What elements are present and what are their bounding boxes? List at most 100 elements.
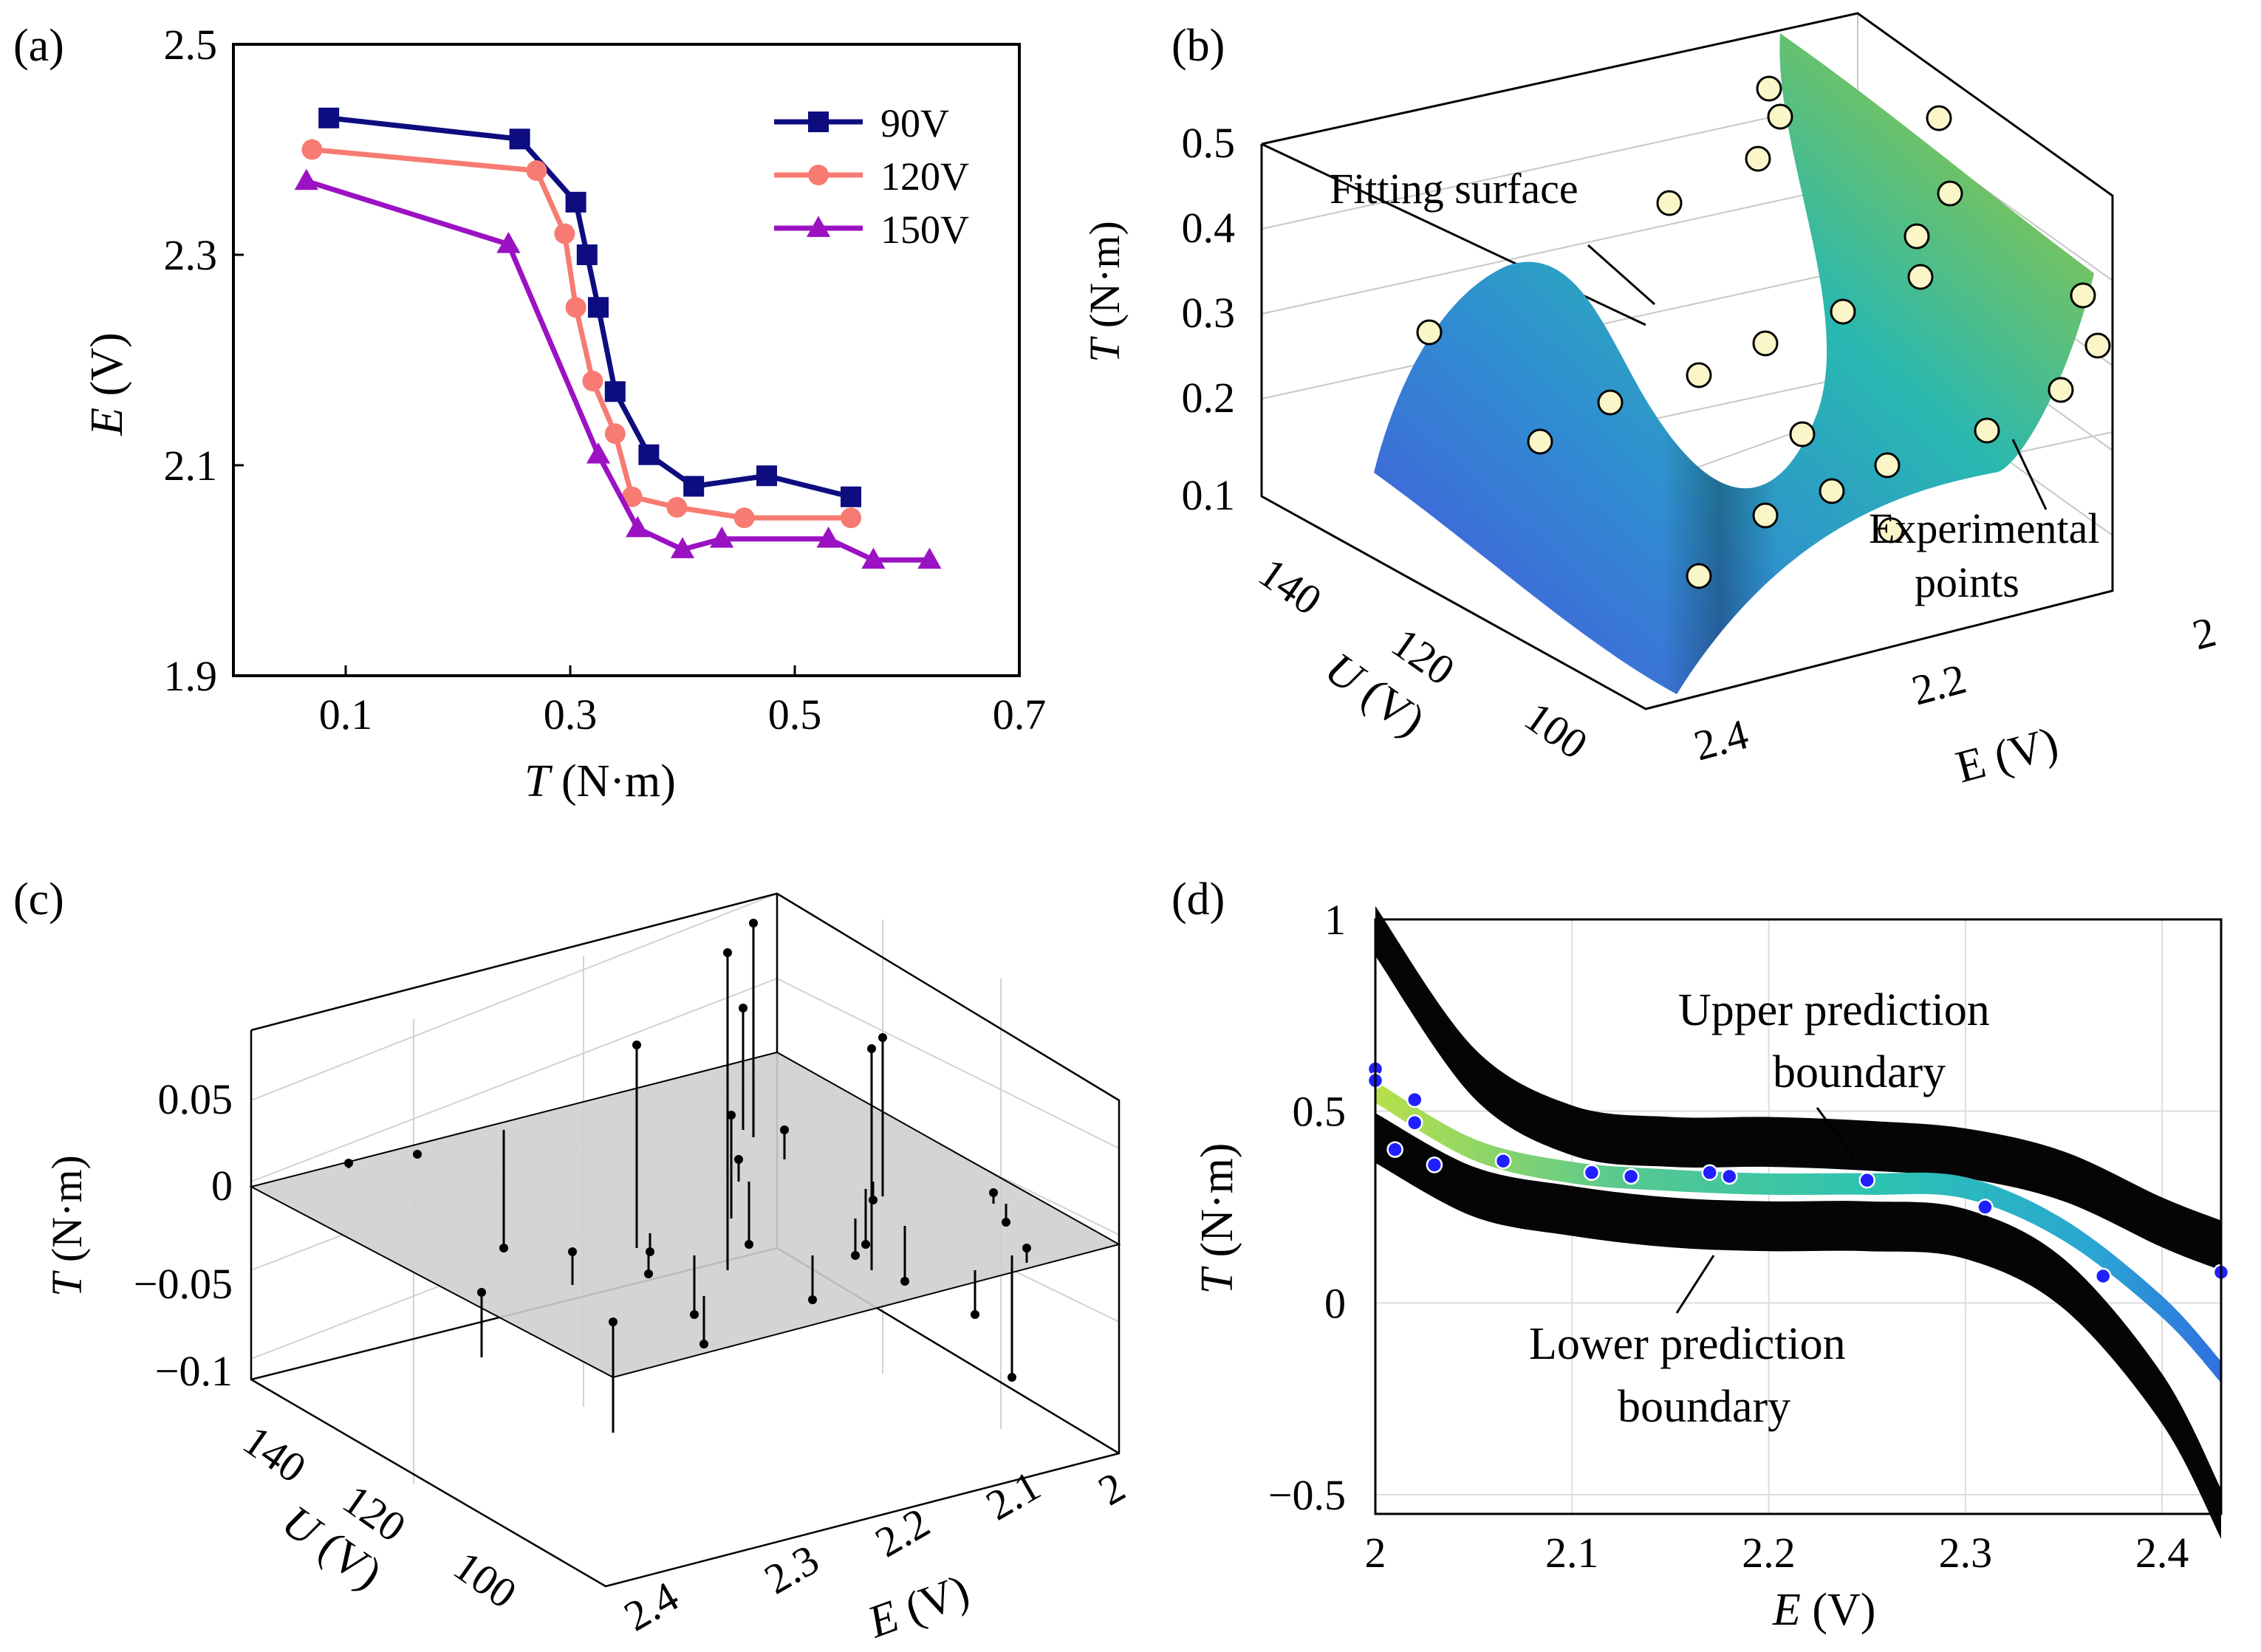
experimental-point — [1789, 421, 1816, 448]
panel-c-tag: (c) — [13, 874, 64, 925]
x-tick-label: 2.4 — [2135, 1529, 2189, 1577]
panel-c-t-tick: 0 — [211, 1162, 233, 1210]
experimental-point — [1527, 428, 1553, 455]
experimental-point — [1903, 223, 1930, 250]
data-point-150V — [816, 526, 841, 548]
panel-b-experimental-points — [1416, 75, 2111, 589]
y-tick-label: 2.1 — [164, 442, 218, 490]
residual-point — [749, 919, 758, 928]
residual-point — [499, 1244, 508, 1252]
panel-d-annotation-upper-boundary: boundary — [1773, 1047, 1946, 1097]
residual-point — [780, 1125, 789, 1134]
residual-point — [344, 1159, 353, 1168]
series-line-120V — [312, 147, 851, 521]
experimental-point — [2048, 377, 2074, 403]
panel-c-xlabel-unit: (V) — [888, 1566, 976, 1639]
observation-point — [1406, 1091, 1423, 1108]
y-tick-label: 1 — [1324, 896, 1346, 944]
experimental-point — [1874, 452, 1901, 479]
y-tick-label: 2.3 — [164, 231, 218, 279]
residual-point — [1008, 1373, 1016, 1382]
panel-b-e-tick: 2 — [2188, 607, 2221, 659]
experimental-point — [1686, 362, 1712, 388]
legend-label-120V: 120V — [880, 154, 969, 199]
panel-b-u-tick: 100 — [1516, 692, 1597, 768]
experimental-point — [2070, 282, 2096, 309]
panel-c-e-tick: 2 — [1090, 1462, 1133, 1515]
data-point-150V — [861, 547, 886, 569]
residual-point — [632, 1041, 641, 1049]
observation-point — [1583, 1164, 1601, 1182]
experimental-point — [1819, 478, 1845, 504]
experimental-point — [1752, 502, 1779, 529]
panel-c-zlabel: T (N·m) — [43, 1155, 91, 1297]
panel-c-e-tick: 2.1 — [978, 1461, 1048, 1530]
x-tick-label: 2.2 — [1742, 1529, 1796, 1577]
data-point-150V — [496, 231, 521, 253]
panel-b-t-tick: 0.3 — [1182, 289, 1236, 337]
residual-point — [900, 1277, 909, 1286]
x-tick-label: 0.3 — [544, 690, 598, 738]
panel-c-u-tick: 140 — [235, 1416, 315, 1492]
experimental-point — [1830, 298, 1856, 325]
data-point-90V — [565, 191, 586, 213]
panel-d-tag: (d) — [1171, 874, 1225, 925]
lower-prediction-boundary — [1375, 1113, 2221, 1539]
panel-c-xlabel: E (V) — [861, 1566, 976, 1648]
panel-b-u-tick: 140 — [1251, 548, 1331, 624]
panel-a-xlabel-unit: (N·m) — [550, 756, 675, 806]
panel-b-e-tick: 2.4 — [1689, 710, 1754, 770]
panel-b: (b) Fitting surface Experimental points … — [1081, 12, 2221, 793]
residual-point — [867, 1044, 876, 1053]
panel-c-t-tick: −0.1 — [155, 1347, 233, 1395]
residual-point — [851, 1251, 860, 1260]
experimental-point — [1907, 264, 1934, 290]
observation-point — [1406, 1114, 1423, 1131]
residual-point — [699, 1340, 708, 1348]
residual-point — [745, 1240, 753, 1249]
legend-marker-90V — [808, 112, 829, 132]
panel-b-zlabel-symbol: T — [1081, 336, 1129, 363]
panel-d-ylabel-symbol: T — [1192, 1265, 1242, 1294]
residual-point — [723, 948, 732, 957]
panel-b-fitting-surface — [1374, 33, 2094, 694]
panel-d-ylabel-unit: (N·m) — [1192, 1143, 1242, 1269]
residual-point — [646, 1247, 654, 1256]
panel-a-legend: 90V 120V 150V — [774, 101, 969, 252]
panel-a-ylabel: E (V) — [82, 332, 132, 436]
residual-point — [861, 1240, 870, 1249]
residual-point — [477, 1288, 486, 1297]
panel-b-xlabel: E (V) — [1951, 718, 2063, 793]
panel-b-zlabel: T (N·m) — [1081, 221, 1129, 363]
panel-c-zlabel-symbol: T — [43, 1270, 91, 1297]
data-point-150V — [710, 526, 734, 548]
residual-point — [989, 1188, 998, 1197]
panel-a-tag: (a) — [13, 21, 64, 71]
panel-b-t-tick: 0.1 — [1182, 471, 1236, 519]
experimental-point — [1597, 389, 1624, 416]
observation-point — [1701, 1164, 1718, 1182]
data-point-150V — [294, 168, 318, 191]
panel-b-annotation-points: points — [1915, 558, 2019, 606]
residual-point — [739, 1004, 748, 1012]
panel-c: (c) 0.05 0 −0.05 −0.1 T (N·m) 140 120 10… — [13, 874, 1133, 1648]
fit-curve-band — [1375, 1081, 2221, 1383]
data-point-90V — [638, 444, 660, 465]
panel-d-annotation-lower-boundary: boundary — [1618, 1382, 1790, 1432]
panel-a-ylabel-unit: (V) — [82, 332, 132, 408]
series-line-90V — [328, 115, 852, 500]
data-point-120V — [526, 160, 547, 181]
experimental-point — [1974, 417, 2000, 444]
data-point-90V — [509, 128, 530, 150]
x-tick-label: 2.3 — [1939, 1529, 1993, 1577]
data-point-120V — [621, 486, 643, 507]
legend-label-90V: 90V — [880, 101, 949, 145]
panel-b-annotation-fitting-surface: Fitting surface — [1330, 165, 1578, 213]
residual-point — [690, 1310, 699, 1319]
panel-a-xlabel-symbol: T — [524, 756, 553, 806]
residual-point — [413, 1150, 422, 1159]
panel-b-tag: (b) — [1171, 21, 1225, 71]
panel-d-lower-leader — [1675, 1255, 1715, 1314]
data-point-90V — [604, 381, 626, 402]
